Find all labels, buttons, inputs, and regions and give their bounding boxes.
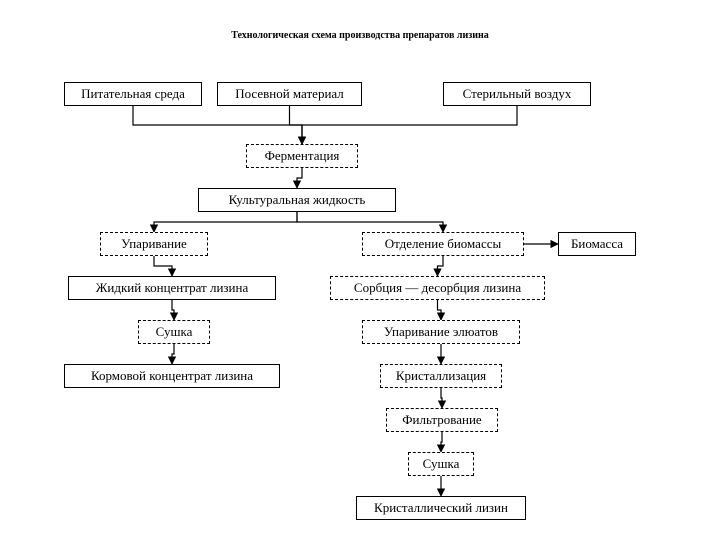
edge-evap1-liquidconc (154, 256, 172, 276)
edge-nutrient-ferment (133, 106, 302, 144)
edge-liquidconc-dry1 (172, 300, 174, 320)
node-air: Стерильный воздух (443, 82, 591, 106)
edge-sorb-evapeluat (438, 300, 442, 320)
node-nutrient: Питательная среда (64, 82, 202, 106)
node-culture: Культуральная жидкость (198, 188, 396, 212)
edge-crystallize-filter (441, 388, 442, 408)
node-filter: Фильтрование (386, 408, 498, 432)
node-biomass: Биомасса (558, 232, 636, 256)
edge-ferment-culture (297, 168, 302, 188)
node-feedconc: Кормовой концентрат лизина (64, 364, 280, 388)
edge-culture-biosep (297, 212, 443, 232)
node-liquidconc: Жидкий концентрат лизина (68, 276, 276, 300)
node-evap1: Упаривание (100, 232, 208, 256)
edge-biosep-sorb (438, 256, 444, 276)
edge-seed-ferment (290, 106, 303, 144)
node-ferment: Ферментация (246, 144, 358, 168)
node-dry1: Сушка (138, 320, 210, 344)
edge-culture-evap1 (154, 212, 297, 232)
edge-air-ferment (302, 106, 517, 144)
edge-dry1-feedconc (172, 344, 174, 364)
flowchart-canvas: Технологическая схема производства препа… (0, 0, 720, 540)
edges-layer (0, 0, 720, 540)
node-dry2: Сушка (408, 452, 474, 476)
node-evapeluat: Упаривание элюатов (362, 320, 520, 344)
edge-filter-dry2 (441, 432, 442, 452)
node-seed: Посевной материал (217, 82, 362, 106)
node-crystal: Кристаллический лизин (356, 496, 526, 520)
node-crystallize: Кристаллизация (380, 364, 502, 388)
node-biosep: Отделение биомассы (362, 232, 524, 256)
page-title: Технологическая схема производства препа… (0, 30, 720, 41)
node-sorb: Сорбция — десорбция лизина (330, 276, 545, 300)
